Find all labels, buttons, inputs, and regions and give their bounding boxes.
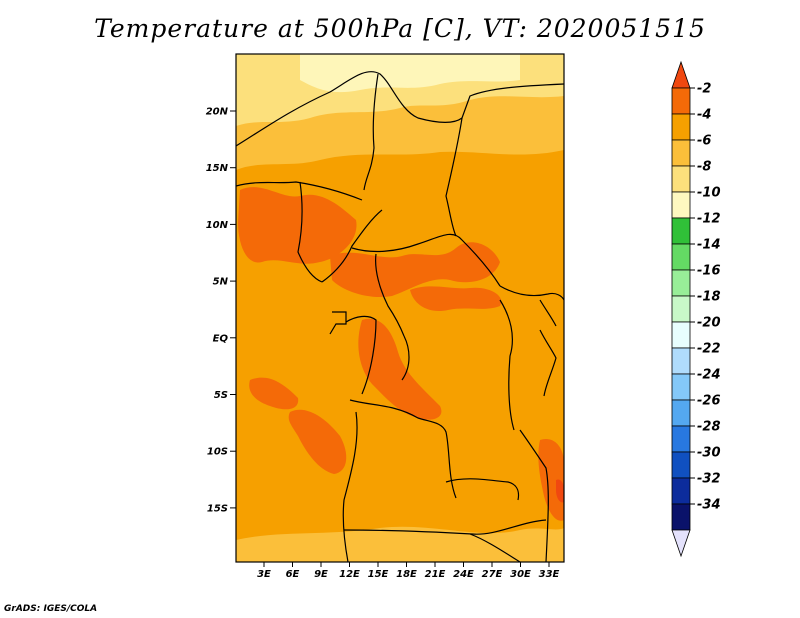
latitude-axis: 20N 15N 10N 5N EQ 5S 10S 15S [206,107,236,514]
colorbar-swatch [671,373,691,401]
colorbar-swatch [671,191,691,219]
colorbar-label: -8 [697,160,711,175]
colorbar: -2 -4 -6 -8 -10 -12 -14 -16 -18 -20 -22 -24 -26 -28 -3… [671,60,721,558]
longitude-axis: 3E 6E 9E 12E 15E 18E 21E 24E 27E 30E 33E [257,562,560,580]
colorbar-swatch [671,87,691,115]
colorbar-swatch [671,321,691,349]
colorbar-label: -24 [697,368,721,383]
colorbar-swatch [671,269,691,297]
temperature-field [236,54,564,562]
colorbar-label: -12 [697,212,721,227]
lat-tick-label: 15S [207,503,228,514]
colorbar-label: -14 [697,238,721,253]
colorbar-label: -16 [697,264,721,279]
colorbar-label: -26 [697,394,721,409]
colorbar-label: -10 [697,186,721,201]
lon-tick-label: 18E [396,569,417,580]
country-borders [236,71,564,562]
lat-tick-label: 15N [206,163,229,174]
lat-tick-label: 20N [206,107,229,118]
colorbar-label: -2 [697,82,711,97]
colorbar-label: -32 [697,472,721,487]
lon-tick-label: 33E [539,569,560,580]
lat-tick-label: 10S [207,447,228,458]
colorbar-swatch [671,477,691,505]
colorbar-swatch [671,60,691,89]
colorbar-label: -30 [697,446,721,461]
map-title: Temperature at 500hPa [C], VT: 202005151… [94,14,706,43]
map-frame [235,53,565,563]
colorbar-swatch [671,295,691,323]
colorbar-swatch [671,165,691,193]
lon-tick-label: 9E [314,569,328,580]
colorbar-swatch [671,503,691,531]
lat-tick-label: 5S [214,390,228,401]
colorbar-label: -20 [697,316,721,331]
colorbar-swatch [671,217,691,245]
colorbar-label: -4 [697,108,711,123]
colorbar-swatch [671,243,691,271]
lon-tick-label: 15E [368,569,389,580]
lon-tick-label: 6E [286,569,300,580]
colorbar-swatch [671,347,691,375]
lon-tick-label: 30E [510,569,531,580]
colorbar-swatch [671,139,691,167]
colorbar-label: -28 [697,420,721,435]
colorbar-swatch [671,529,691,558]
colorbar-label: -6 [697,134,711,149]
colorbar-label: -18 [697,290,721,305]
lat-tick-label: 10N [206,220,229,231]
credit-label: GrADS: IGES/COLA [4,604,98,614]
colorbar-swatch [671,451,691,479]
lat-tick-label: 5N [213,277,229,288]
colorbar-label: -34 [697,498,721,513]
lon-tick-label: 27E [482,569,503,580]
colorbar-swatch [671,425,691,453]
lon-tick-label: 24E [453,569,474,580]
lon-tick-label: 3E [257,569,271,580]
lon-tick-label: 12E [339,569,360,580]
lon-tick-label: 21E [425,569,446,580]
colorbar-swatch [671,113,691,141]
lat-tick-label: EQ [213,333,229,344]
colorbar-label: -22 [697,342,721,357]
colorbar-swatch [671,399,691,427]
